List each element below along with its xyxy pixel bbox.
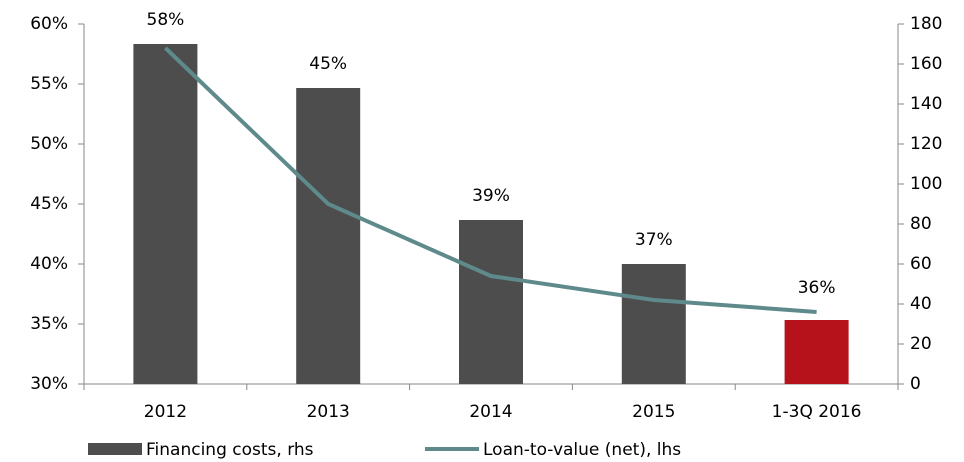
y-tick-label: 35% — [30, 314, 68, 334]
y-tick-label: 60% — [30, 14, 68, 34]
y-tick-label: 45% — [30, 194, 68, 214]
line — [164, 46, 817, 314]
y-tick-label: 40% — [30, 254, 68, 274]
y2-tick-label: 60 — [910, 254, 932, 274]
y-tick-label: 30% — [30, 374, 68, 394]
x-tick-label: 1-3Q 2016 — [772, 402, 862, 422]
y2-tick-label: 20 — [910, 334, 932, 354]
legend-label: Financing costs, rhs — [146, 440, 314, 460]
y-tick-label: 55% — [30, 74, 68, 94]
y2-tick-label: 40 — [910, 294, 932, 314]
bar — [621, 264, 686, 384]
y2-tick-label: 160 — [910, 54, 942, 74]
y2-tick-label: 120 — [910, 134, 942, 154]
x-tick-label: 2014 — [469, 402, 512, 422]
bar — [296, 88, 361, 384]
legend-label: Loan-to-value (net), lhs — [483, 440, 681, 460]
legend-swatch — [88, 443, 142, 455]
data-label: 39% — [472, 186, 510, 206]
bar — [133, 44, 198, 384]
y2-tick-label: 80 — [910, 214, 932, 234]
y2-tick-label: 100 — [910, 174, 942, 194]
x-tick-label: 2015 — [632, 402, 675, 422]
y2-tick-label: 0 — [910, 374, 921, 394]
data-label: 58% — [147, 10, 185, 30]
y-tick-label: 50% — [30, 134, 68, 154]
x-tick-label: 2012 — [144, 402, 187, 422]
x-tick-label: 2013 — [307, 402, 350, 422]
y2-tick-label: 140 — [910, 94, 942, 114]
bar — [784, 320, 849, 384]
data-label: 37% — [635, 230, 673, 250]
bar — [459, 220, 523, 384]
y2-tick-label: 180 — [910, 14, 942, 34]
data-label: 36% — [798, 278, 836, 298]
data-label: 45% — [309, 54, 347, 74]
